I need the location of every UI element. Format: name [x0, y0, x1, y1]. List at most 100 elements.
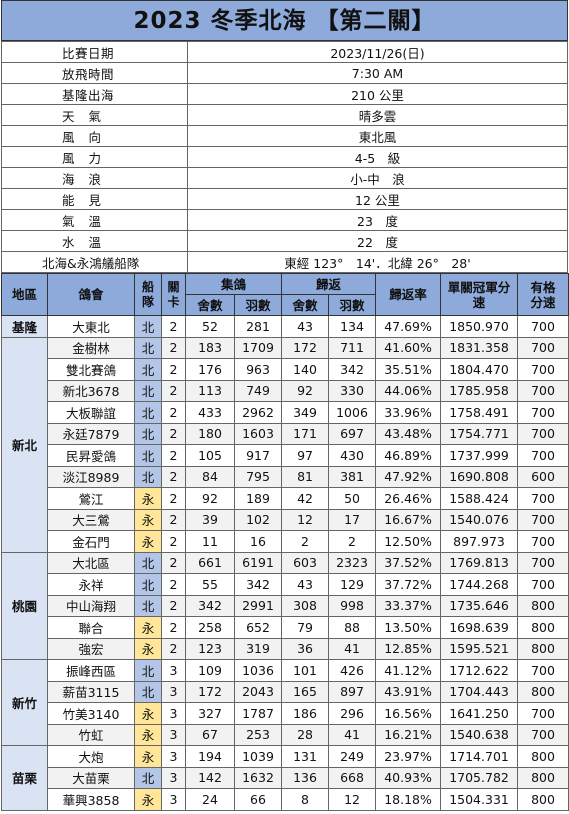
qualifying-speed-cell: 700 [517, 444, 569, 467]
return-shed-cell: 131 [281, 745, 330, 768]
champion-speed-cell: 1737.999 [440, 444, 519, 467]
table-row: 淡江8989 北 2 84 795 81 381 47.92% 1690.808 600 [2, 465, 569, 488]
stage-cell: 3 [161, 766, 186, 789]
race-info-label: 能見 [1, 188, 188, 210]
club-name-cell: 鶯江 [47, 487, 135, 510]
return-birds-cell: 668 [328, 766, 377, 789]
return-rate-cell: 35.51% [375, 358, 442, 381]
header-return: 歸返 [281, 273, 377, 295]
collect-birds-cell: 917 [233, 444, 283, 467]
qualifying-speed-cell: 700 [517, 551, 569, 574]
collect-shed-cell: 327 [185, 702, 235, 725]
race-info-value: 東經 123° 14'．北緯 26° 28' [187, 251, 568, 273]
return-rate-cell: 40.93% [375, 766, 442, 789]
return-shed-cell: 136 [281, 766, 330, 789]
collect-birds-cell: 1787 [233, 702, 283, 725]
club-name-cell: 中山海翔 [47, 594, 135, 617]
return-rate-cell: 12.50% [375, 530, 442, 553]
table-row: 新北 金樹林北 2 183 1709 172 711 41.60% 1831.358 700 [1, 336, 569, 553]
collect-shed-cell: 39 [185, 508, 235, 531]
champion-speed-cell: 1588.424 [440, 487, 519, 510]
return-shed-cell: 8 [281, 788, 330, 811]
return-birds-cell: 2 [328, 530, 377, 553]
return-shed-cell: 81 [281, 465, 330, 488]
race-info-label: 風力 [1, 146, 188, 168]
collect-birds-cell: 66 [233, 788, 283, 811]
stage-cell: 2 [161, 573, 186, 596]
champion-speed-cell: 1850.970 [440, 315, 519, 338]
region-cell: 新北 [1, 336, 48, 553]
qualifying-speed-cell: 600 [517, 465, 569, 488]
collect-shed-cell: 661 [185, 551, 235, 574]
collect-birds-cell: 102 [233, 508, 283, 531]
race-info-row: 水溫 22 度 [1, 230, 568, 252]
collect-birds-cell: 1632 [233, 766, 283, 789]
collect-shed-cell: 105 [185, 444, 235, 467]
team-cell: 北 [134, 680, 162, 703]
table-row: 永祥北 2 55 342 43 129 37.72% 1744.268 700 [2, 573, 569, 596]
return-rate-cell: 47.92% [375, 465, 442, 488]
return-rate-cell: 13.50% [375, 616, 442, 639]
race-info-body: 比賽日期 2023/11/26(日) 放飛時間 7:30 AM 基隆出海 210 公里 天氣… [1, 41, 568, 273]
race-info-label: 氣溫 [1, 209, 188, 231]
table-row: 民昇愛鴿北 2 105 917 97 430 46.89% 1737.999 700 [2, 444, 569, 467]
race-info-value: 東北風 [187, 125, 568, 147]
champion-speed-cell: 1698.639 [440, 616, 519, 639]
return-shed-cell: 97 [281, 444, 330, 467]
club-name-cell: 淡江8989 [47, 465, 135, 488]
race-info-row: 放飛時間 7:30 AM [1, 62, 568, 84]
results-table: 地區 鴿會 船隊 關卡 集鴿 歸返 歸返率 單關冠軍分速 有格分速 舍數 羽數 … [1, 273, 569, 811]
return-shed-cell: 42 [281, 487, 330, 510]
return-rate-cell: 37.72% [375, 573, 442, 596]
return-rate-cell: 23.97% [375, 745, 442, 768]
return-shed-cell: 28 [281, 723, 330, 746]
race-info-label: 天氣 [1, 104, 188, 126]
return-shed-cell: 12 [281, 508, 330, 531]
club-name-cell: 永廷7879 [47, 422, 135, 445]
return-birds-cell: 129 [328, 573, 377, 596]
return-shed-cell: 92 [281, 379, 330, 402]
team-cell: 永 [134, 616, 162, 639]
team-cell: 北 [134, 573, 162, 596]
return-rate-cell: 33.37% [375, 594, 442, 617]
collect-shed-cell: 92 [185, 487, 235, 510]
collect-shed-cell: 67 [185, 723, 235, 746]
team-cell: 永 [134, 508, 162, 531]
header-collect: 集鴿 [184, 273, 283, 295]
race-info-table: 比賽日期 2023/11/26(日) 放飛時間 7:30 AM 基隆出海 210 公里 天氣… [1, 41, 568, 273]
header-speed: 單關冠軍分速 [440, 273, 519, 316]
team-cell: 永 [134, 530, 162, 553]
qualifying-speed-cell: 800 [517, 637, 569, 660]
champion-speed-cell: 1705.782 [440, 766, 519, 789]
return-rate-cell: 26.46% [375, 487, 442, 510]
return-birds-cell: 430 [328, 444, 377, 467]
qualifying-speed-cell: 800 [517, 680, 569, 703]
champion-speed-cell: 1744.268 [440, 573, 519, 596]
race-info-value: 晴多雲 [187, 104, 568, 126]
table-row: 華興3858 永 3 24 66 8 12 18.18% 1504.331 800 [2, 788, 569, 811]
return-rate-cell: 18.18% [375, 788, 442, 811]
race-info-row: 北海&永鴻艤船隊 東經 123° 14'．北緯 26° 28' [1, 251, 568, 273]
return-rate-cell: 46.89% [375, 444, 442, 467]
return-birds-cell: 426 [328, 659, 377, 682]
return-birds-cell: 342 [328, 358, 377, 381]
race-info-value: 12 公里 [187, 188, 568, 210]
return-shed-cell: 43 [281, 315, 330, 338]
champion-speed-cell: 897.973 [440, 530, 519, 553]
team-cell: 北 [134, 594, 162, 617]
qualifying-speed-cell: 800 [517, 594, 569, 617]
return-rate-cell: 44.06% [375, 379, 442, 402]
stage-cell: 2 [161, 401, 186, 424]
collect-birds-cell: 1036 [233, 659, 283, 682]
race-info-row: 風向 東北風 [1, 125, 568, 147]
champion-speed-cell: 1735.646 [440, 594, 519, 617]
return-shed-cell: 2 [281, 530, 330, 553]
club-name-cell: 雙北賽鴿 [47, 358, 135, 381]
club-name-cell: 大三鶯 [47, 508, 135, 531]
collect-birds-cell: 319 [233, 637, 283, 660]
champion-speed-cell: 1754.771 [440, 422, 519, 445]
collect-birds-cell: 342 [233, 573, 283, 596]
stage-cell: 2 [161, 487, 186, 510]
stage-cell: 2 [161, 336, 186, 359]
race-info-row: 天氣 晴多雲 [1, 104, 568, 126]
